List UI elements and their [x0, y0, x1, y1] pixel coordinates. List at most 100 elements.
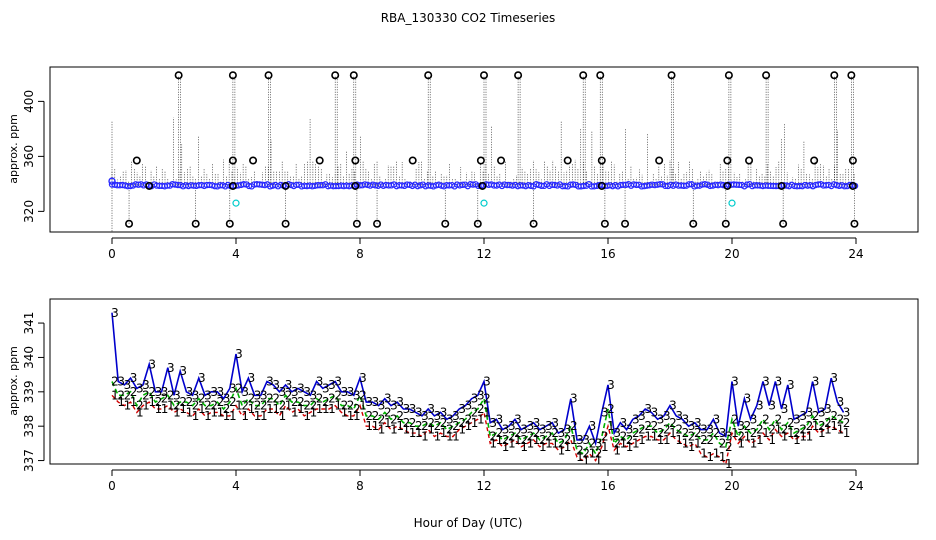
outlier-point	[174, 71, 183, 80]
series-marker-2: 2	[124, 388, 132, 402]
series-marker-1: 1	[316, 402, 324, 416]
series-marker-3: 3	[489, 416, 497, 430]
series-marker-1: 1	[173, 405, 181, 419]
series-marker-2: 2	[111, 375, 119, 389]
series-marker-3: 3	[285, 378, 293, 392]
series-marker-2: 2	[241, 399, 249, 413]
series-marker-2: 2	[675, 423, 683, 437]
series-marker-1: 1	[837, 423, 845, 437]
series-marker-3: 3	[620, 416, 628, 430]
series-marker-2: 2	[694, 426, 702, 440]
series-marker-2: 2	[520, 433, 528, 447]
outlier-point	[264, 71, 273, 80]
bottom-y-tick-label: 341	[22, 312, 36, 335]
series-marker-3: 3	[756, 399, 764, 413]
series-marker-1: 1	[229, 409, 237, 423]
series-marker-2: 2	[403, 416, 411, 430]
series-marker-3: 3	[576, 433, 584, 447]
series-marker-3: 3	[762, 375, 770, 389]
series-marker-2: 2	[142, 388, 150, 402]
series-marker-1: 1	[452, 430, 460, 444]
series-marker-2: 2	[626, 433, 634, 447]
top-x-tick-label: 24	[848, 247, 863, 261]
series-marker-1: 1	[179, 402, 187, 416]
top-panel: approx. ppm 0 4 8 12 16 20 24 320 360 400	[7, 66, 919, 261]
series-marker-3: 3	[465, 399, 473, 413]
outlier-point	[850, 219, 859, 228]
series-marker-2: 2	[793, 426, 801, 440]
series-marker-1: 1	[719, 450, 727, 464]
series-marker-3: 3	[148, 357, 156, 371]
series-marker-1: 1	[688, 440, 696, 454]
series-marker-2: 2	[843, 416, 851, 430]
bottom-y-axis-label: approx. ppm	[7, 346, 20, 416]
series-marker-3: 3	[713, 412, 721, 426]
series-marker-1: 1	[440, 426, 448, 440]
series-marker-2: 2	[155, 395, 163, 409]
bottom-x-tick-label: 12	[476, 479, 491, 493]
series-marker-2: 2	[365, 409, 373, 423]
series-marker-3: 3	[570, 392, 578, 406]
outlier-point	[473, 219, 482, 228]
series-marker-3: 3	[223, 392, 231, 406]
series-marker-2: 2	[582, 447, 590, 461]
outlier-point	[478, 181, 487, 190]
series-marker-2: 2	[489, 430, 497, 444]
series-marker-3: 3	[527, 419, 535, 433]
series-marker-2: 2	[223, 402, 231, 416]
series-marker-1: 1	[818, 426, 826, 440]
series-marker-2: 2	[601, 430, 609, 444]
series-marker-3: 3	[750, 412, 758, 426]
series-marker-2: 2	[396, 409, 404, 423]
top-x-tick-label: 8	[356, 247, 364, 261]
outlier-point	[331, 71, 340, 80]
series-marker-1: 1	[737, 436, 745, 450]
outlier-point	[579, 71, 588, 80]
series-marker-3: 3	[297, 381, 305, 395]
outlier-point	[476, 156, 485, 165]
outlier-point	[762, 71, 771, 80]
series-marker-1: 1	[545, 436, 553, 450]
series-marker-1: 1	[843, 426, 851, 440]
series-marker-3: 3	[179, 364, 187, 378]
series-marker-2: 2	[465, 412, 473, 426]
series-marker-2: 2	[551, 426, 559, 440]
bottom-y-tick-label: 340	[22, 346, 36, 369]
series-marker-1: 1	[415, 426, 423, 440]
outlier-point	[125, 219, 134, 228]
series-marker-2: 2	[372, 409, 380, 423]
series-marker-3: 3	[502, 423, 510, 437]
series-marker-1: 1	[310, 405, 318, 419]
bottom-plot-frame	[49, 298, 919, 465]
series-marker-1: 1	[384, 416, 392, 430]
series-marker-3: 3	[843, 405, 851, 419]
series-marker-2: 2	[669, 416, 677, 430]
outlier-point	[145, 181, 154, 190]
series-marker-1: 1	[669, 426, 677, 440]
series-marker-3: 3	[458, 402, 466, 416]
series-marker-2: 2	[750, 426, 758, 440]
series-marker-2: 2	[756, 423, 764, 437]
chart-title: RBA_130330 CO2 Timeseries	[381, 11, 556, 25]
series-marker-3: 3	[161, 385, 169, 399]
series-marker-3: 3	[328, 378, 336, 392]
series-marker-3: 3	[248, 371, 256, 385]
series-marker-2: 2	[310, 399, 318, 413]
series-marker-2: 2	[539, 433, 547, 447]
series-marker-3: 3	[427, 402, 435, 416]
outlier-point	[745, 156, 754, 165]
series-marker-2: 2	[427, 416, 435, 430]
series-marker-2: 2	[781, 423, 789, 437]
series-marker-1: 1	[824, 423, 832, 437]
series-marker-1: 1	[750, 436, 758, 450]
outlier-point	[228, 156, 237, 165]
series-marker-3: 3	[279, 385, 287, 399]
series-marker-3: 3	[229, 381, 237, 395]
series-marker-2: 2	[837, 412, 845, 426]
series-marker-2: 2	[272, 392, 280, 406]
outlier-point	[479, 71, 488, 80]
series-marker-1: 1	[489, 436, 497, 450]
series-marker-3: 3	[434, 409, 442, 423]
bottom-y-tick-label: 339	[22, 380, 36, 403]
series-marker-2: 2	[303, 399, 311, 413]
